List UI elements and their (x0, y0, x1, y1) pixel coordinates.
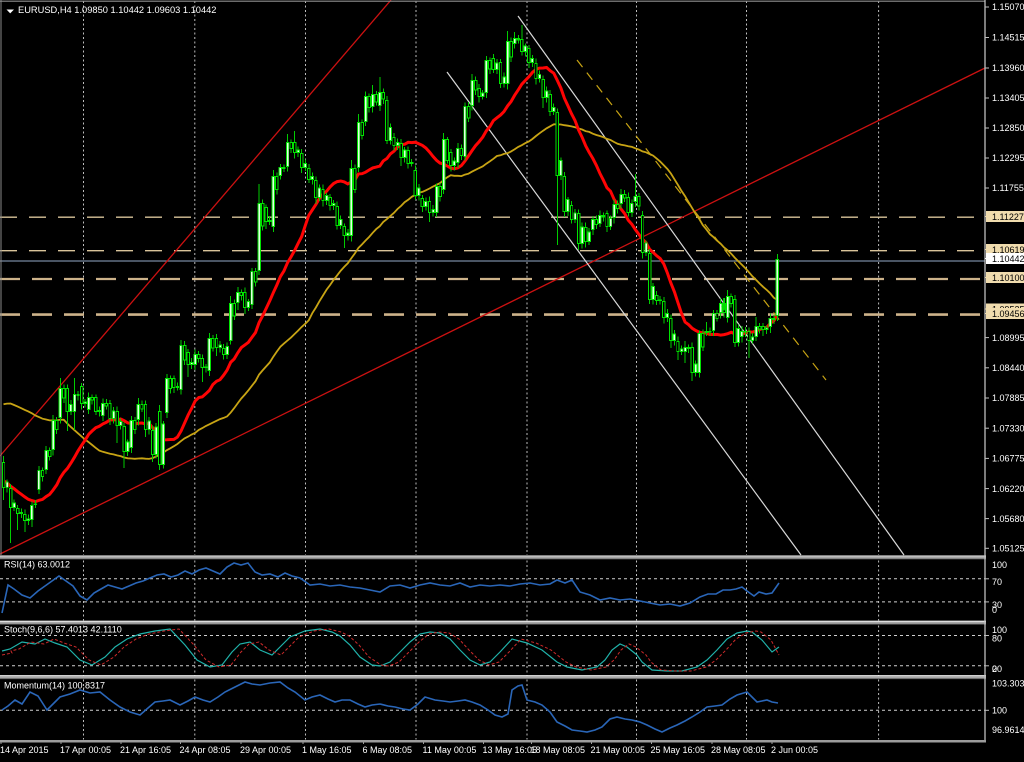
svg-text:24 Apr 08:05: 24 Apr 08:05 (180, 745, 231, 755)
svg-text:1.12295: 1.12295 (992, 153, 1024, 163)
svg-text:1.11227: 1.11227 (992, 212, 1024, 222)
svg-text:70: 70 (992, 577, 1002, 587)
svg-text:1.13960: 1.13960 (992, 63, 1024, 73)
svg-text:96.9614: 96.9614 (992, 725, 1024, 735)
svg-text:25 May 16:05: 25 May 16:05 (651, 745, 706, 755)
svg-text:18 May 08:05: 18 May 08:05 (531, 745, 586, 755)
svg-text:RSI(14) 63.0012: RSI(14) 63.0012 (4, 560, 70, 570)
svg-text:2 Jun 00:05: 2 Jun 00:05 (771, 745, 818, 755)
svg-text:17 Apr 00:05: 17 Apr 00:05 (60, 745, 111, 755)
svg-text:28 May 08:05: 28 May 08:05 (711, 745, 766, 755)
svg-text:1.08995: 1.08995 (992, 333, 1024, 343)
svg-text:1 May 16:05: 1 May 16:05 (302, 745, 352, 755)
svg-text:80: 80 (992, 634, 1002, 644)
svg-text:1.10100: 1.10100 (992, 273, 1024, 283)
svg-text:0: 0 (992, 605, 997, 615)
svg-text:1.12850: 1.12850 (992, 123, 1024, 133)
svg-text:1.10619: 1.10619 (992, 245, 1024, 255)
svg-text:6 May 08:05: 6 May 08:05 (363, 745, 413, 755)
svg-text:103.3038: 103.3038 (992, 679, 1024, 689)
svg-text:Momentum(14) 100.8317: Momentum(14) 100.8317 (4, 681, 105, 691)
svg-text:21 May 00:05: 21 May 00:05 (591, 745, 646, 755)
svg-text:29 Apr 00:05: 29 Apr 00:05 (240, 745, 291, 755)
svg-text:11 May 00:05: 11 May 00:05 (423, 745, 477, 755)
svg-text:1.06775: 1.06775 (992, 454, 1024, 464)
svg-text:EURUSD,H4 1.09850 1.10442 1.0: EURUSD,H4 1.09850 1.10442 1.09603 1.1044… (18, 5, 216, 15)
svg-text:100: 100 (992, 705, 1007, 715)
svg-text:Stoch(9,6,6) 57.4013 42.1110: Stoch(9,6,6) 57.4013 42.1110 (4, 625, 122, 635)
svg-text:1.15070: 1.15070 (992, 2, 1024, 12)
svg-text:100: 100 (992, 560, 1007, 570)
svg-text:1.11755: 1.11755 (992, 183, 1024, 193)
svg-text:14 Apr 2015: 14 Apr 2015 (0, 745, 49, 755)
svg-text:1.07330: 1.07330 (992, 423, 1024, 433)
svg-text:1.14515: 1.14515 (992, 33, 1024, 43)
svg-text:30: 30 (992, 600, 1002, 610)
svg-text:0: 0 (992, 664, 997, 674)
svg-text:1.06220: 1.06220 (992, 484, 1024, 494)
svg-text:1.09456: 1.09456 (992, 309, 1024, 319)
svg-text:13 May 16:05: 13 May 16:05 (483, 745, 538, 755)
svg-text:20: 20 (992, 664, 1002, 674)
svg-text:1.13405: 1.13405 (992, 93, 1024, 103)
svg-text:1.10442: 1.10442 (992, 254, 1024, 264)
svg-text:1.05680: 1.05680 (992, 514, 1024, 524)
svg-text:100: 100 (992, 625, 1007, 635)
svg-text:21 Apr 16:05: 21 Apr 16:05 (120, 745, 171, 755)
svg-text:1.05125: 1.05125 (992, 544, 1024, 554)
svg-text:1.07885: 1.07885 (992, 393, 1024, 403)
svg-text:1.08440: 1.08440 (992, 363, 1024, 373)
